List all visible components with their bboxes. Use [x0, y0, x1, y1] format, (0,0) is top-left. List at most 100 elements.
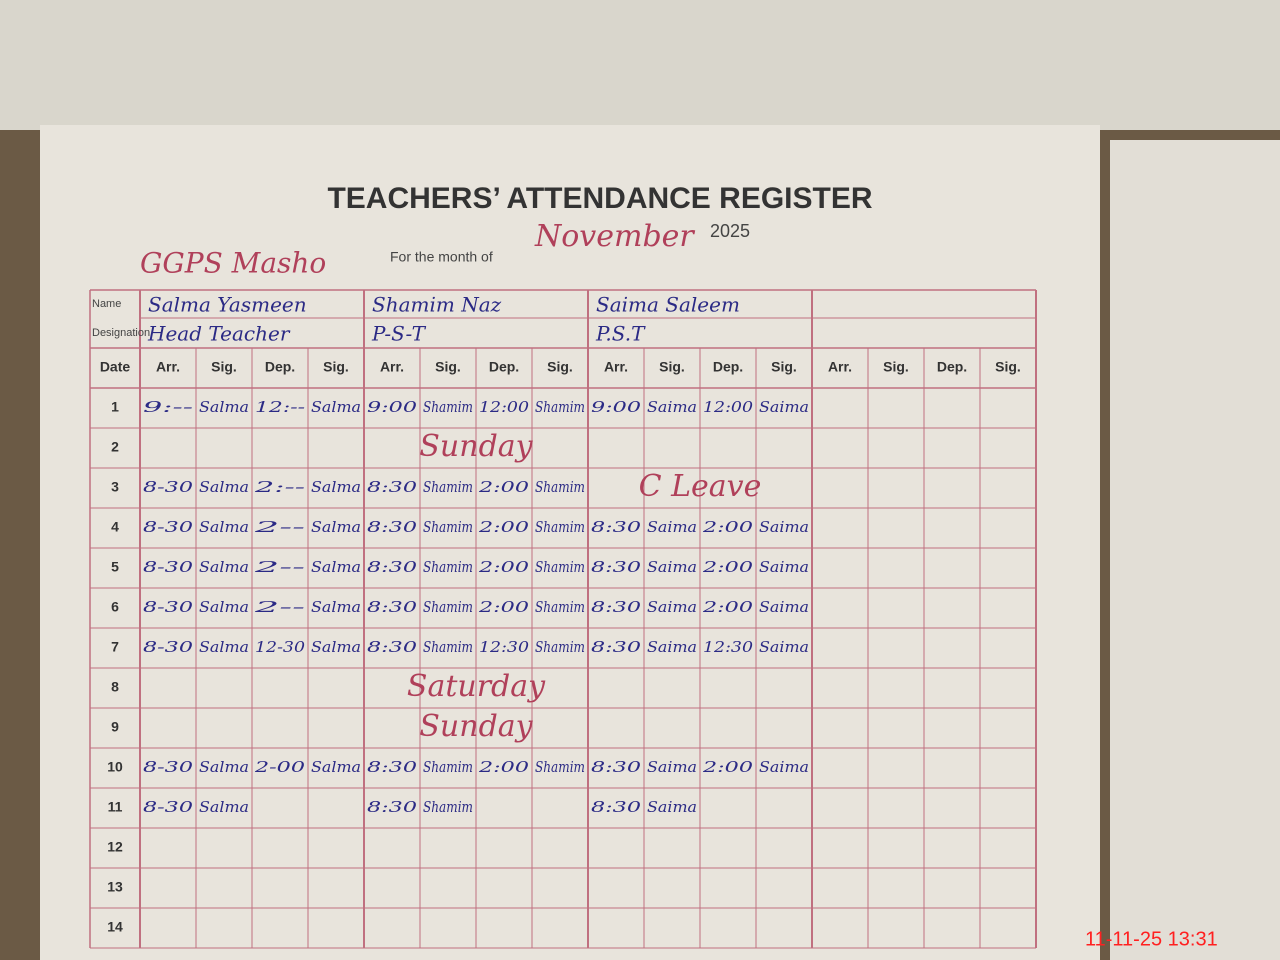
- cell-note: C Leave: [639, 469, 762, 504]
- entry: Salma: [199, 558, 249, 576]
- entry: Salma: [199, 798, 249, 816]
- background-papers: [0, 0, 1280, 130]
- entry: Saima: [647, 518, 697, 536]
- entry: Salma: [199, 398, 249, 416]
- entry: 12-30: [255, 638, 306, 656]
- entry: 8:30: [591, 518, 642, 536]
- date: 1: [111, 399, 119, 415]
- teacher-name: Saima Saleem: [596, 293, 740, 317]
- column-header: Dep.: [713, 359, 743, 375]
- row-note: Sunday: [419, 709, 533, 744]
- entry: Saima: [759, 518, 809, 536]
- entry: Shamim: [423, 798, 473, 816]
- column-header: Sig.: [435, 359, 461, 375]
- column-header: Sig.: [995, 359, 1021, 375]
- entry: Shamim: [535, 758, 585, 776]
- entry: 8:30: [591, 798, 642, 816]
- school: GGPS Masho: [140, 247, 326, 280]
- entry: Salma: [311, 398, 361, 416]
- entry: Shamim: [423, 598, 473, 616]
- column-header: Arr.: [828, 359, 852, 375]
- entry: 8:30: [367, 598, 418, 616]
- entry: Salma: [311, 478, 361, 496]
- entry: 8:30: [591, 638, 642, 656]
- entry: Shamim: [423, 478, 473, 496]
- entry: Salma: [199, 478, 249, 496]
- teacher-designation: P.S.T: [595, 322, 646, 346]
- entry: 12:--: [255, 398, 305, 416]
- entry: 12:30: [703, 638, 754, 656]
- entry: 8-30: [143, 518, 194, 536]
- entry: Shamim: [535, 518, 585, 536]
- entry: Shamim: [535, 478, 585, 496]
- date-header: Date: [100, 359, 131, 375]
- column-header: Dep.: [937, 359, 967, 375]
- teacher-designation: P-S-T: [371, 322, 427, 346]
- entry: Shamim: [423, 758, 473, 776]
- date: 3: [111, 479, 119, 495]
- entry: 8-30: [143, 598, 194, 616]
- designation-label: Designation: [92, 327, 150, 339]
- entry: Salma: [199, 758, 249, 776]
- date: 12: [107, 839, 123, 855]
- date: 13: [107, 879, 123, 895]
- entry: 2:00: [702, 758, 754, 776]
- column-header: Dep.: [265, 359, 295, 375]
- entry: Shamim: [535, 398, 585, 416]
- entry: Shamim: [535, 598, 585, 616]
- column-header: Sig.: [771, 359, 797, 375]
- entry: 2:00: [478, 598, 530, 616]
- column-header: Sig.: [211, 359, 237, 375]
- date: 9: [111, 719, 119, 735]
- entry: Salma: [311, 758, 361, 776]
- entry: 9:00: [367, 398, 418, 416]
- column-header: Sig.: [547, 359, 573, 375]
- entry: 8-30: [143, 758, 194, 776]
- entry: 9:--: [143, 398, 193, 416]
- entry: 2-00: [254, 758, 306, 776]
- entry: 9:00: [591, 398, 642, 416]
- column-header: Arr.: [156, 359, 180, 375]
- entry: 8:30: [367, 798, 418, 816]
- entry: 2:00: [478, 478, 530, 496]
- entry: Salma: [311, 638, 361, 656]
- entry: Shamim: [535, 638, 585, 656]
- month-label: For the month of: [390, 249, 493, 265]
- entry: 2:--: [253, 478, 305, 496]
- teacher-name: Shamim Naz: [372, 293, 502, 317]
- entry: Shamim: [423, 518, 473, 536]
- entry: Saima: [647, 638, 697, 656]
- entry: Salma: [199, 638, 249, 656]
- entry: Saima: [759, 598, 809, 616]
- entry: Salma: [199, 598, 249, 616]
- entry: 2:00: [702, 518, 754, 536]
- entry: 12:00: [703, 398, 754, 416]
- entry: Shamim: [423, 398, 473, 416]
- date: 2: [111, 439, 119, 455]
- date: 8: [111, 679, 119, 695]
- entry: 8:30: [591, 598, 642, 616]
- entry: Shamim: [423, 638, 473, 656]
- entry: Saima: [759, 558, 809, 576]
- entry: Salma: [311, 598, 361, 616]
- column-header: Sig.: [883, 359, 909, 375]
- column-header: Arr.: [604, 359, 628, 375]
- register-table: Name Designation Date Arr. Sig. Dep. Sig. Salma…: [89, 289, 1037, 949]
- name-label: Name: [92, 298, 121, 310]
- entry: 8:30: [367, 638, 418, 656]
- entry: Saima: [647, 798, 697, 816]
- entry: 8:30: [367, 758, 418, 776]
- entry: 2--: [252, 518, 305, 536]
- date: 7: [111, 639, 119, 655]
- teacher-designation: Head Teacher: [147, 322, 291, 346]
- year: 2025: [710, 221, 750, 241]
- date: 11: [108, 799, 123, 815]
- title: TEACHERS’ ATTENDANCE REGISTER: [327, 182, 872, 215]
- entry: Salma: [311, 518, 361, 536]
- entry: 2:00: [478, 758, 530, 776]
- teacher-name: Salma Yasmeen: [148, 293, 307, 317]
- entry: Saima: [647, 398, 697, 416]
- entry: 2:00: [478, 558, 530, 576]
